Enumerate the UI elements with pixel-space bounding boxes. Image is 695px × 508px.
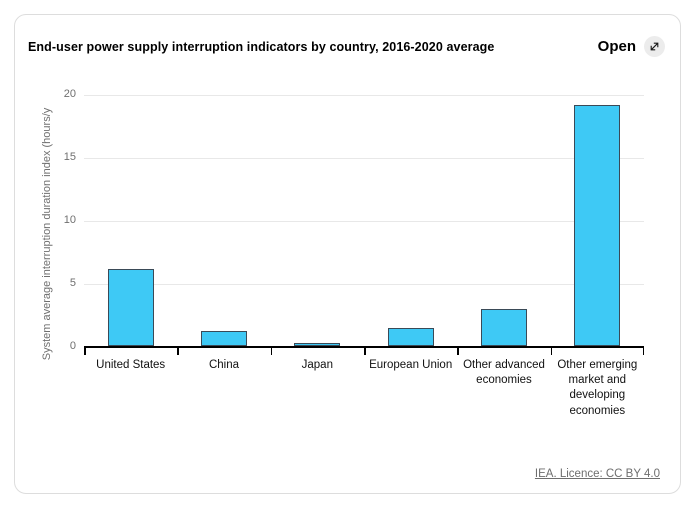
licence-link[interactable]: IEA. Licence: CC BY 4.0 <box>534 468 660 480</box>
open-button-label: Open <box>597 38 636 55</box>
x-category-label: Japan <box>301 359 333 371</box>
x-category-label: European Union <box>369 359 453 371</box>
open-button[interactable]: Open <box>598 36 665 57</box>
y-tick-label: 0 <box>69 340 76 352</box>
x-axis-tick <box>550 347 553 355</box>
y-tick-label: 10 <box>63 214 76 226</box>
diagonal-expand-arrow-icon <box>644 36 665 57</box>
chart-card: End-user power supply interruption indic… <box>14 14 681 494</box>
chart-title: End-user power supply interruption indic… <box>28 39 495 54</box>
x-category-label: Other advanced economies <box>463 359 545 387</box>
bar[interactable] <box>387 328 434 346</box>
gridline <box>84 220 644 222</box>
bar[interactable] <box>201 330 247 346</box>
x-axis-tick <box>177 347 179 355</box>
x-category-label: Other emerging market and developing eco… <box>557 359 638 417</box>
source-attribution: IEA. Licence: CC BY 4.0 <box>535 468 660 480</box>
x-axis-tick <box>270 347 273 355</box>
x-axis-tick <box>457 347 459 355</box>
x-category-label: China <box>208 359 240 371</box>
gridline <box>84 283 644 285</box>
gridline <box>84 94 644 96</box>
y-tick-label: 20 <box>63 88 76 100</box>
x-axis-tick <box>642 347 644 355</box>
bar[interactable] <box>574 105 621 346</box>
bar[interactable] <box>481 309 527 346</box>
bar[interactable] <box>107 269 154 346</box>
x-category-label: United States <box>96 359 166 371</box>
x-axis-tick <box>84 347 86 355</box>
y-tick-label: 15 <box>63 151 76 163</box>
y-tick-label: 5 <box>69 277 76 289</box>
plot-area: 0 5 10 15 20 United States China Japan European … <box>64 88 644 417</box>
x-axis-tick <box>364 347 366 355</box>
gridline <box>84 157 644 159</box>
card-header: End-user power supply interruption indic… <box>15 15 680 57</box>
bar[interactable] <box>294 343 341 346</box>
